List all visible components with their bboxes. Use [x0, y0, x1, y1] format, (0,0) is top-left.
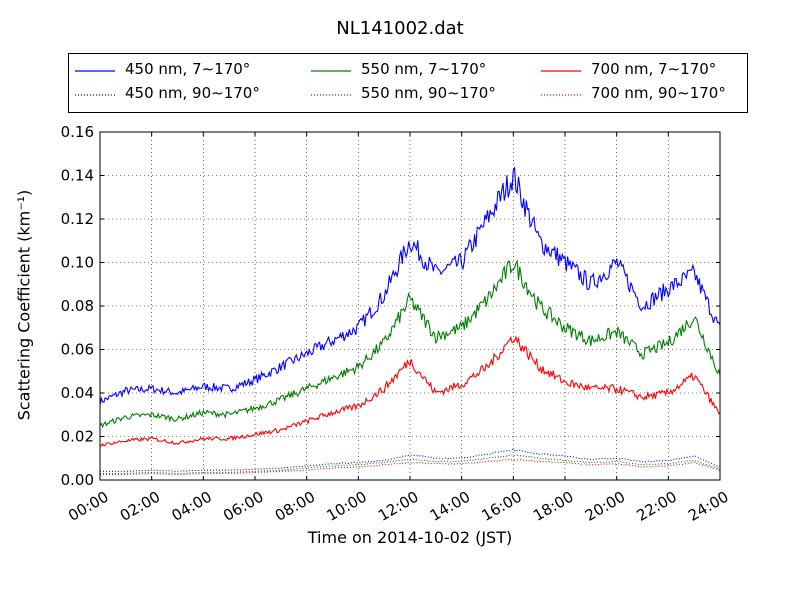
legend-swatch: [541, 94, 581, 96]
x-tick-label: 10:00: [323, 488, 369, 525]
y-axis-label-text: Scattering Coefficient (km⁻¹): [14, 189, 34, 421]
series-layer: [99, 166, 721, 476]
y-tick-label: 0.04: [61, 384, 94, 402]
x-tick-label: 08:00: [272, 488, 318, 525]
x-tick-label: 00:00: [65, 488, 111, 525]
legend: 450 nm, 7∼170° 450 nm, 90∼170° 550 nm, 7∼1…: [68, 53, 748, 113]
y-tick-label: 0.16: [61, 123, 94, 141]
x-tick-label: 04:00: [168, 488, 214, 525]
grid-lines: [100, 132, 720, 480]
legend-label: 700 nm, 90∼170°: [591, 84, 726, 102]
x-tick-label: 22:00: [633, 488, 679, 525]
x-tick-label: 20:00: [582, 488, 628, 525]
legend-swatch: [311, 70, 351, 72]
y-tick-label: 0.08: [61, 297, 94, 315]
legend-label: 550 nm, 7∼170°: [361, 60, 487, 78]
legend-label: 550 nm, 90∼170°: [361, 84, 496, 102]
legend-label: 700 nm, 7∼170°: [591, 60, 717, 78]
series-line-1: [99, 448, 721, 472]
y-tick-label: 0.06: [61, 341, 94, 359]
x-tick-label: 12:00: [375, 488, 421, 525]
legend-label: 450 nm, 7∼170°: [125, 60, 251, 78]
x-tick-label: 16:00: [478, 488, 524, 525]
legend-swatch: [541, 70, 581, 72]
legend-label: 450 nm, 90∼170°: [125, 84, 260, 102]
tick-labels: 00:00 02:00 04:00 06:00 08:00 10:00 12:00 14:00…: [61, 123, 732, 525]
x-tick-label: 14:00: [427, 488, 473, 525]
series-line-0: [99, 166, 721, 406]
x-tick-label: 18:00: [530, 488, 576, 525]
legend-swatch: [75, 70, 115, 72]
y-tick-label: 0.12: [61, 210, 94, 228]
x-axis-label: Time on 2014-10-02 (JST): [307, 528, 513, 547]
tick-marks: [99, 131, 721, 481]
x-tick-label: 24:00: [685, 488, 731, 525]
y-tick-label: 0.10: [61, 254, 94, 272]
x-tick-label: 06:00: [220, 488, 266, 525]
y-tick-label: 0.14: [61, 167, 94, 185]
series-line-4: [99, 335, 721, 447]
legend-swatch: [75, 94, 115, 96]
y-tick-label: 0.02: [61, 428, 94, 446]
chart-title: NL141002.dat: [336, 18, 464, 39]
legend-swatch: [311, 94, 351, 96]
series-line-2: [99, 259, 721, 429]
y-tick-label: 0.00: [61, 471, 94, 489]
x-tick-label: 02:00: [117, 488, 163, 525]
